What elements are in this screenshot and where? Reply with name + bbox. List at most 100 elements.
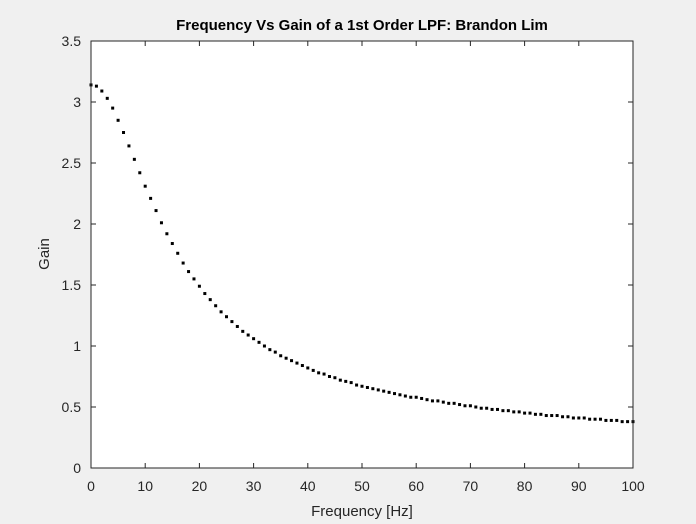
data-point [430,399,434,403]
plot-area [91,41,633,468]
data-point [463,404,467,408]
data-point [208,298,212,302]
data-point [441,400,445,404]
data-point [322,372,326,376]
data-point [127,144,131,148]
x-axis-label: Frequency [Hz] [311,503,413,520]
y-tick-label: 1.5 [62,277,82,293]
data-point [187,270,191,274]
data-point [468,404,472,408]
data-point [485,406,489,410]
chart-title: Frequency Vs Gain of a 1st Order LPF: Br… [176,17,548,34]
data-point [609,418,613,422]
data-point [474,405,478,409]
data-point [262,344,266,348]
data-point [159,221,163,225]
data-point [246,333,250,337]
data-point [393,392,397,396]
data-point [100,89,104,93]
x-tick-label: 20 [192,478,208,494]
data-point [382,389,386,393]
data-point [593,417,597,421]
x-tick-label: 10 [137,478,153,494]
data-point [626,420,630,424]
data-point [111,106,115,110]
x-tick-label: 30 [246,478,262,494]
data-point [165,232,169,236]
data-point [528,411,532,415]
data-point [132,157,136,161]
data-point [143,184,147,188]
data-point [425,398,429,402]
data-point [252,337,256,341]
data-point [458,403,462,407]
data-point [365,385,369,389]
data-point [387,390,391,394]
data-point [149,196,153,200]
data-point [533,412,537,416]
data-point [588,417,592,421]
data-point [268,348,272,352]
x-tick-label: 40 [300,478,316,494]
data-point [349,381,353,385]
data-point [409,395,413,399]
x-tick-label: 50 [354,478,370,494]
data-point [170,242,174,246]
data-point [235,324,239,328]
data-point [420,396,424,400]
data-point [138,171,142,175]
data-point [539,412,543,416]
data-point [230,320,234,324]
y-axis-ticks: 0 0.5 1 1.5 2 2.5 3 3.5 [62,33,633,476]
data-point [214,304,218,308]
data-point [181,261,185,265]
data-point [561,415,565,419]
y-tick-label: 2 [73,216,81,232]
data-markers [89,83,635,424]
data-point [105,96,109,100]
data-point [279,354,283,358]
data-point [376,388,380,392]
y-axis-label: Gain [36,238,53,270]
data-point [273,350,277,354]
data-point [620,420,624,424]
data-point [360,384,364,388]
y-tick-label: 3.5 [62,33,82,49]
data-point [219,310,223,314]
data-point [544,414,548,418]
data-point [317,371,321,375]
data-point [116,118,120,122]
data-point [290,359,294,363]
x-tick-label: 60 [408,478,424,494]
y-tick-label: 2.5 [62,155,82,171]
data-point [371,387,375,391]
y-tick-label: 0.5 [62,399,82,415]
data-point [447,401,451,405]
data-point [598,417,602,421]
data-point [604,418,608,422]
data-point [512,410,516,414]
x-tick-label: 100 [621,478,645,494]
data-point [571,416,575,420]
x-tick-label: 80 [517,478,533,494]
data-point [523,411,527,415]
data-point [355,383,359,387]
data-point [566,415,570,419]
data-point [555,414,559,418]
data-point [197,284,201,288]
data-point [344,379,348,383]
data-point [94,84,98,88]
data-point [306,366,310,370]
data-point [517,410,521,414]
data-point [414,395,418,399]
data-point [403,394,407,398]
x-axis-ticks: 0 10 20 30 40 50 60 70 80 90 100 [87,41,645,494]
data-point [577,416,581,420]
data-point [154,209,158,213]
x-tick-label: 90 [571,478,587,494]
data-point [241,329,245,333]
y-tick-label: 1 [73,338,81,354]
data-point [176,251,180,255]
data-point [496,407,499,411]
